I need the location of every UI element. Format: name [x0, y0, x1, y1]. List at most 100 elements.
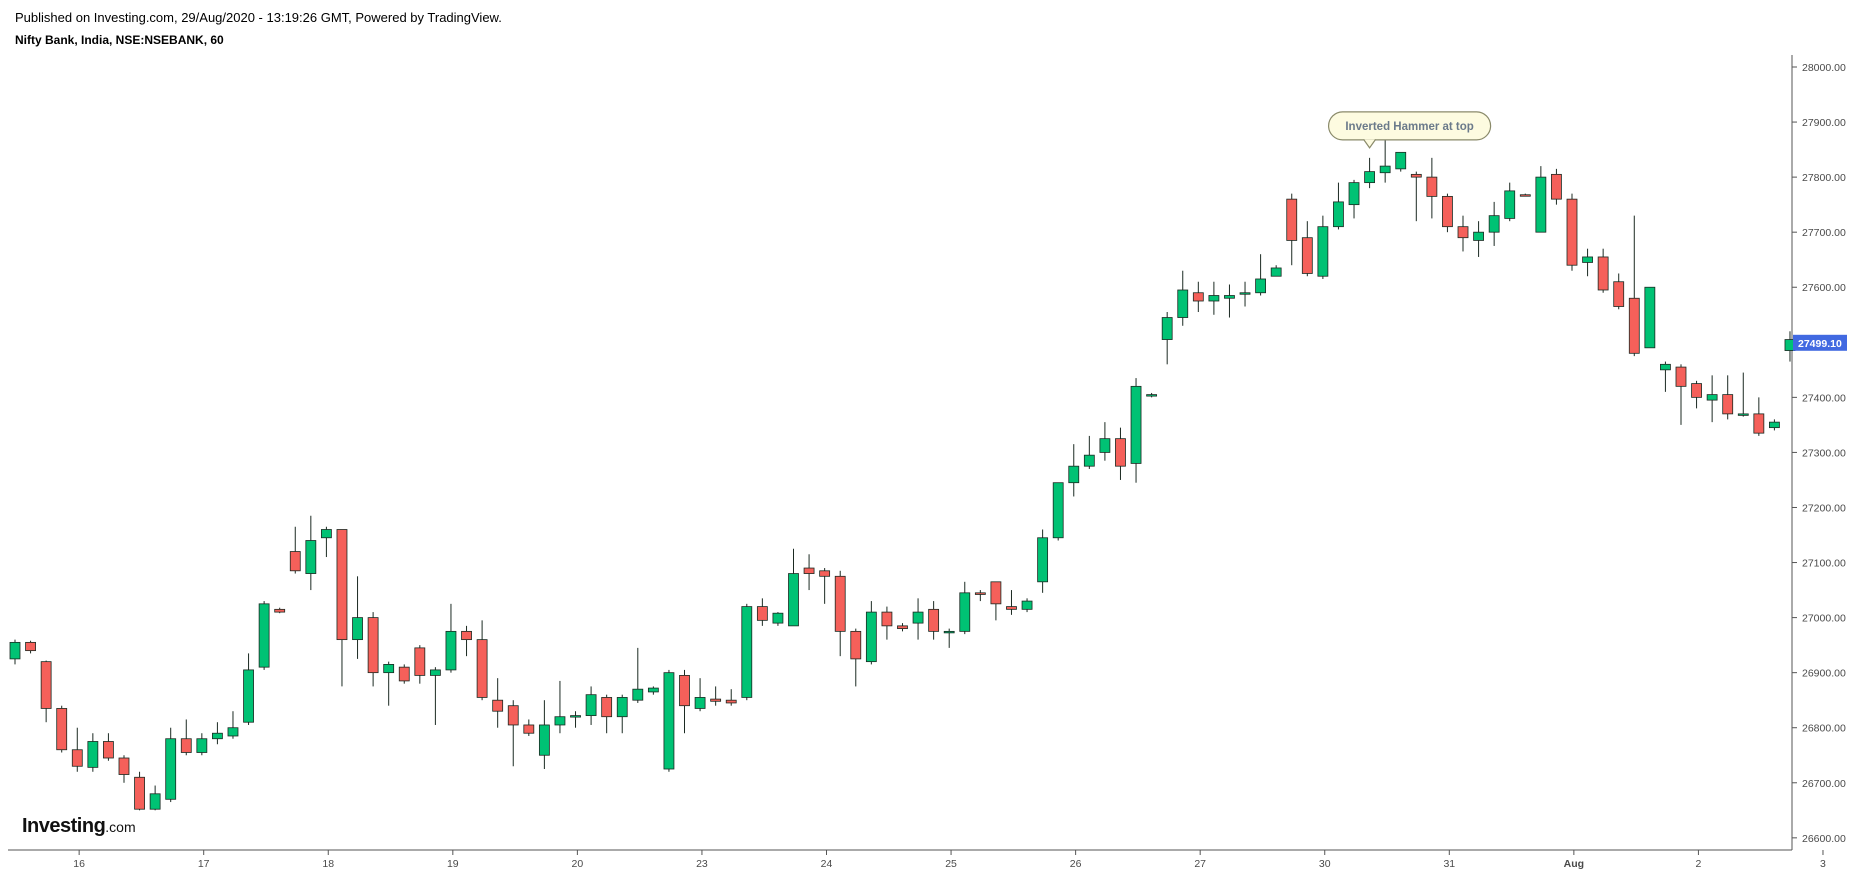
candle[interactable]: [1333, 182, 1344, 230]
candle[interactable]: [647, 686, 659, 695]
candle[interactable]: [227, 711, 239, 739]
candle[interactable]: [1628, 215, 1640, 357]
candle[interactable]: [990, 581, 1002, 621]
candle[interactable]: [756, 598, 768, 626]
candle[interactable]: [523, 719, 535, 736]
candle[interactable]: [320, 526, 332, 558]
candle[interactable]: [1675, 364, 1687, 425]
candle[interactable]: [1052, 482, 1064, 541]
candle[interactable]: [1348, 179, 1360, 219]
candle[interactable]: [943, 628, 955, 648]
candle[interactable]: [1255, 254, 1266, 296]
candle[interactable]: [1130, 378, 1142, 483]
candle[interactable]: [1146, 392, 1158, 398]
candle[interactable]: [694, 678, 706, 712]
candle[interactable]: [1068, 444, 1080, 497]
candle[interactable]: [196, 733, 208, 756]
candle[interactable]: [1395, 151, 1407, 172]
candle[interactable]: [1706, 375, 1718, 423]
candle[interactable]: [103, 733, 114, 761]
candle[interactable]: [1239, 281, 1251, 307]
candle[interactable]: [336, 529, 348, 687]
candle[interactable]: [1442, 193, 1453, 233]
candle[interactable]: [554, 680, 566, 734]
candle[interactable]: [134, 771, 145, 811]
candle[interactable]: [788, 548, 799, 627]
candle[interactable]: [1753, 397, 1765, 436]
candle[interactable]: [772, 612, 784, 626]
candle[interactable]: [1722, 375, 1734, 420]
candle[interactable]: [834, 570, 846, 657]
candle[interactable]: [56, 705, 68, 753]
candle[interactable]: [585, 686, 597, 725]
candle[interactable]: [1286, 193, 1298, 266]
candle[interactable]: [1410, 171, 1422, 222]
candle[interactable]: [679, 669, 690, 734]
candle[interactable]: [212, 722, 223, 745]
candle[interactable]: [1551, 168, 1562, 205]
candle[interactable]: [274, 607, 286, 614]
candle[interactable]: [897, 623, 908, 632]
candle[interactable]: [243, 653, 254, 725]
candle[interactable]: [1192, 281, 1204, 313]
candle[interactable]: [1037, 529, 1049, 593]
candle[interactable]: [616, 694, 628, 734]
candle[interactable]: [398, 664, 410, 684]
candle[interactable]: [118, 755, 130, 783]
candle[interactable]: [1660, 361, 1671, 392]
candle[interactable]: [819, 568, 831, 604]
candle[interactable]: [1613, 273, 1625, 310]
candle[interactable]: [1301, 221, 1313, 277]
candle[interactable]: [1224, 284, 1235, 318]
candle[interactable]: [165, 727, 177, 803]
candle[interactable]: [180, 719, 192, 756]
candle[interactable]: [959, 581, 971, 635]
candle[interactable]: [383, 661, 395, 706]
candle[interactable]: [1737, 372, 1749, 417]
candle[interactable]: [9, 639, 21, 665]
candle[interactable]: [1504, 182, 1516, 222]
candle[interactable]: [1270, 265, 1282, 277]
candle[interactable]: [1769, 419, 1780, 431]
candle[interactable]: [1582, 248, 1593, 277]
candle[interactable]: [367, 612, 379, 687]
candle[interactable]: [1177, 270, 1189, 326]
candle[interactable]: [1161, 312, 1173, 365]
candle[interactable]: [492, 678, 504, 728]
candle[interactable]: [710, 686, 722, 706]
candle[interactable]: [741, 603, 753, 701]
candle[interactable]: [974, 590, 986, 602]
candle[interactable]: [1473, 221, 1484, 257]
candle[interactable]: [258, 601, 270, 670]
candle[interactable]: [149, 785, 161, 811]
candle[interactable]: [538, 700, 550, 770]
candle[interactable]: [1099, 422, 1111, 461]
candle[interactable]: [476, 620, 488, 701]
candle[interactable]: [601, 694, 613, 734]
candle[interactable]: [632, 647, 644, 703]
candle[interactable]: [1006, 590, 1017, 615]
candle[interactable]: [1566, 193, 1578, 271]
candle[interactable]: [928, 601, 940, 640]
candle[interactable]: [912, 598, 924, 640]
candle[interactable]: [1457, 215, 1469, 252]
candle[interactable]: [414, 645, 426, 684]
candle[interactable]: [352, 576, 363, 659]
candle[interactable]: [445, 603, 457, 673]
candle[interactable]: [1519, 193, 1531, 197]
candle[interactable]: [1208, 281, 1220, 315]
candle[interactable]: [461, 625, 472, 657]
candle[interactable]: [1691, 380, 1702, 409]
candle[interactable]: [1115, 427, 1126, 480]
candle[interactable]: [289, 526, 301, 574]
annotation-callout[interactable]: Inverted Hammer at top: [1327, 111, 1492, 149]
candle[interactable]: [865, 601, 877, 665]
candle[interactable]: [1379, 138, 1391, 183]
candle[interactable]: [850, 628, 862, 687]
candle[interactable]: [1644, 286, 1656, 349]
candle[interactable]: [87, 733, 99, 772]
candle[interactable]: [25, 640, 36, 654]
candle[interactable]: [40, 660, 52, 723]
candle[interactable]: [429, 667, 441, 725]
